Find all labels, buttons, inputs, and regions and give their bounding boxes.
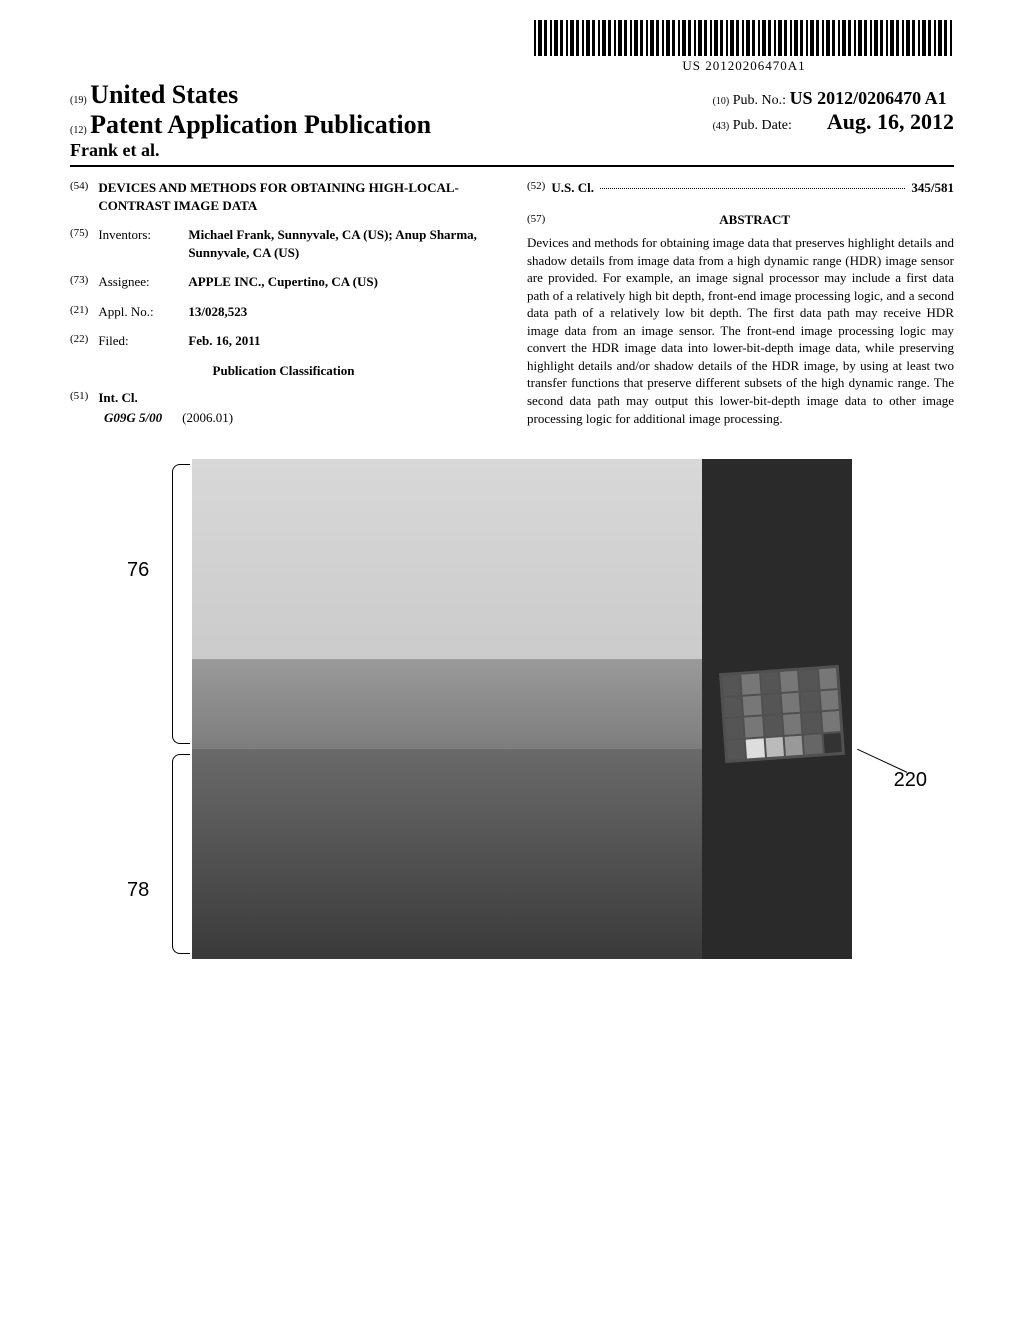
header-right: (10) Pub. No.: US 2012/0206470 A1 (43) P… xyxy=(713,80,954,161)
pub-date-line: (43) Pub. Date: Aug. 16, 2012 xyxy=(713,109,954,135)
assignee-value: APPLE INC., Cupertino, CA (US) xyxy=(188,273,378,291)
field-73: (73) xyxy=(70,273,88,291)
brace-78 xyxy=(172,754,190,954)
assignee-row: (73) Assignee: APPLE INC., Cupertino, CA… xyxy=(70,273,497,291)
field-21: (21) xyxy=(70,303,88,321)
title-row: (54) DEVICES AND METHODS FOR OBTAINING H… xyxy=(70,179,497,214)
column-left: (54) DEVICES AND METHODS FOR OBTAINING H… xyxy=(70,179,497,434)
filed-row: (22) Filed: Feb. 16, 2011 xyxy=(70,332,497,350)
intcl-label: Int. Cl. xyxy=(98,389,137,407)
intcl-label-row: (51) Int. Cl. xyxy=(70,389,497,407)
abstract-heading: ABSTRACT xyxy=(555,211,954,229)
figure-container: 76 78 220 xyxy=(162,459,862,959)
body-columns: (54) DEVICES AND METHODS FOR OBTAINING H… xyxy=(70,179,954,434)
field-75: (75) xyxy=(70,226,88,261)
intcl-code: G09G 5/00 xyxy=(104,409,162,427)
abstract-heading-row: (57) ABSTRACT xyxy=(527,205,954,235)
authors-line: Frank et al. xyxy=(70,140,431,161)
pub-date: Aug. 16, 2012 xyxy=(827,109,954,134)
country-line: (19) United States xyxy=(70,80,431,110)
uscl-row: (52) U.S. Cl. 345/581 xyxy=(527,179,954,197)
inventors-value: Michael Frank, Sunnyvale, CA (US); Anup … xyxy=(188,226,497,261)
pub-type: Patent Application Publication xyxy=(90,110,431,139)
uscl-value: 345/581 xyxy=(911,179,954,197)
field-12: (12) xyxy=(70,125,87,136)
field-43: (43) xyxy=(713,121,730,132)
uscl-label: U.S. Cl. xyxy=(551,179,594,197)
column-right: (52) U.S. Cl. 345/581 (57) ABSTRACT Devi… xyxy=(527,179,954,434)
figure-label-78: 78 xyxy=(127,879,149,902)
figure-label-220: 220 xyxy=(894,769,927,792)
figure-image xyxy=(192,459,852,959)
assignee-label: Assignee: xyxy=(98,273,178,291)
field-19: (19) xyxy=(70,95,87,106)
applno-value: 13/028,523 xyxy=(188,303,247,321)
field-51: (51) xyxy=(70,389,88,407)
inventors-label: Inventors: xyxy=(98,226,178,261)
filed-value: Feb. 16, 2011 xyxy=(188,332,260,350)
filed-label: Filed: xyxy=(98,332,178,350)
country-name: United States xyxy=(90,80,238,109)
barcode-text: US 20120206470A1 xyxy=(534,58,954,74)
figure-color-checker xyxy=(719,665,845,763)
inventors-row: (75) Inventors: Michael Frank, Sunnyvale… xyxy=(70,226,497,261)
applno-row: (21) Appl. No.: 13/028,523 xyxy=(70,303,497,321)
pub-no: US 2012/0206470 A1 xyxy=(790,88,947,108)
intcl-value-row: G09G 5/00 (2006.01) xyxy=(104,409,497,427)
header-left: (19) United States (12) Patent Applicati… xyxy=(70,80,431,161)
uscl-dots xyxy=(600,179,905,189)
field-57: (57) xyxy=(527,212,545,227)
pub-date-label: Pub. Date: xyxy=(733,118,792,133)
inventors-text: Michael Frank, Sunnyvale, CA (US); Anup … xyxy=(188,227,477,260)
field-10: (10) xyxy=(713,96,730,107)
invention-title: DEVICES AND METHODS FOR OBTAINING HIGH-L… xyxy=(98,179,497,214)
applno-label: Appl. No.: xyxy=(98,303,178,321)
field-22: (22) xyxy=(70,332,88,350)
abstract-text: Devices and methods for obtaining image … xyxy=(527,234,954,427)
intcl-block: (51) Int. Cl. G09G 5/00 (2006.01) xyxy=(70,389,497,426)
field-52: (52) xyxy=(527,179,545,197)
field-54: (54) xyxy=(70,179,88,214)
pub-no-line: (10) Pub. No.: US 2012/0206470 A1 xyxy=(713,88,954,109)
barcode-area: US 20120206470A1 xyxy=(534,20,954,74)
brace-76 xyxy=(172,464,190,744)
pub-no-label: Pub. No.: xyxy=(733,93,786,108)
pub-class-heading: Publication Classification xyxy=(70,362,497,380)
intcl-date: (2006.01) xyxy=(182,409,233,427)
header-block: (19) United States (12) Patent Applicati… xyxy=(70,80,954,167)
barcode-graphic xyxy=(534,20,954,56)
figure-label-76: 76 xyxy=(127,559,149,582)
figure-area: 76 78 220 xyxy=(70,459,954,959)
pub-type-line: (12) Patent Application Publication xyxy=(70,110,431,140)
